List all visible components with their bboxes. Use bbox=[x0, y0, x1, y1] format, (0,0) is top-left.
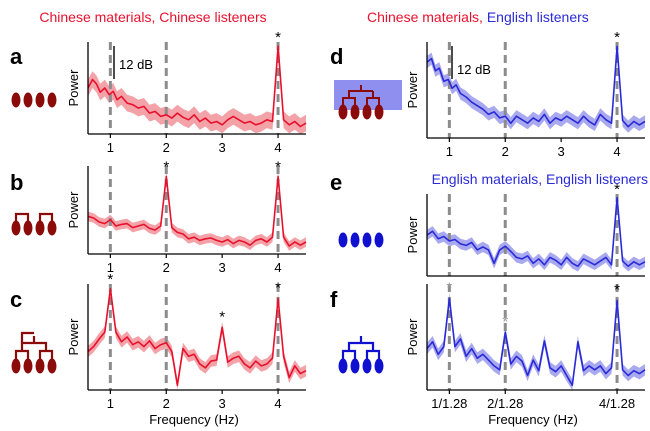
x-tick-label-a: 1 bbox=[107, 140, 114, 155]
significance-star-b: * bbox=[275, 159, 281, 176]
significance-star-c: * bbox=[219, 309, 225, 326]
x-tick-label-a: 3 bbox=[219, 140, 226, 155]
scale-bar-label-a: 12 dB bbox=[119, 57, 153, 72]
panel-letter-c: c bbox=[10, 287, 22, 312]
header-right: Chinese materials, English listeners bbox=[367, 9, 589, 25]
x-tick-label-d: 1 bbox=[446, 144, 453, 159]
band-c bbox=[88, 284, 306, 390]
significance-star-c: * bbox=[275, 280, 281, 297]
significance-star-f: * bbox=[614, 282, 620, 299]
x-tick-label-b: 4 bbox=[274, 260, 281, 275]
scale-bar-label-d: 12 dB bbox=[457, 62, 491, 77]
x-tick-label-b: 1 bbox=[107, 260, 114, 275]
panel-letter-f: f bbox=[330, 287, 338, 312]
panel-b: 1 2 3 4 Power * * bbox=[66, 159, 307, 275]
x-tick-label-c: 3 bbox=[219, 396, 226, 411]
panel-letter-e: e bbox=[330, 170, 342, 195]
significance-star-c: * bbox=[107, 271, 113, 288]
y-axis-label-c: Power bbox=[66, 318, 81, 356]
four-syllables-icon bbox=[11, 92, 57, 108]
x-tick-label-c: 2 bbox=[163, 396, 170, 411]
y-axis-label-f: Power bbox=[405, 318, 420, 356]
band-a bbox=[88, 42, 306, 134]
x-tick-label-b: 3 bbox=[219, 260, 226, 275]
header-right-part2: English listeners bbox=[487, 9, 589, 25]
band-b bbox=[88, 171, 306, 251]
panel-d: 1 2 3 4 Power * bbox=[405, 29, 646, 159]
band-e bbox=[427, 194, 645, 272]
significance-star-f: * bbox=[502, 313, 508, 330]
y-axis-label-e: Power bbox=[405, 216, 420, 254]
band-d bbox=[427, 42, 645, 133]
band-f bbox=[427, 292, 645, 390]
y-axis-label-b: Power bbox=[66, 191, 81, 229]
sentence-tree-icon bbox=[11, 331, 57, 374]
two-word-pairs-icon bbox=[11, 212, 57, 236]
significance-star-f: * bbox=[446, 280, 452, 297]
significance-star-a: * bbox=[275, 29, 281, 46]
series-line-e bbox=[426, 196, 646, 268]
x-tick-label-f: 1/1.28 bbox=[431, 396, 467, 411]
x-tick-label-a: 2 bbox=[163, 140, 170, 155]
series-line-c bbox=[87, 287, 307, 387]
header-left: Chinese materials, Chinese listeners bbox=[39, 9, 266, 25]
panel-a: 1 2 3 4 Power * bbox=[66, 29, 307, 155]
series-line-b bbox=[87, 175, 307, 247]
panel-f: 1/1.28 2/1.28 4/1.28 Power * * * bbox=[405, 280, 646, 411]
significance-star-b: * bbox=[163, 159, 169, 176]
y-axis-label-d: Power bbox=[405, 71, 420, 109]
series-line-f bbox=[426, 297, 646, 387]
series-line-d bbox=[426, 45, 646, 128]
xlabel-right: Frequency (Hz) bbox=[488, 412, 578, 427]
scale-bar-a: 12 dB bbox=[113, 46, 153, 79]
xlabel-left: Frequency (Hz) bbox=[149, 412, 239, 427]
x-tick-label-d: 3 bbox=[558, 144, 565, 159]
significance-star-e: * bbox=[614, 181, 620, 198]
sentence-tree-blue-icon bbox=[338, 336, 384, 374]
x-tick-label-a: 4 bbox=[274, 140, 281, 155]
x-tick-label-d: 2 bbox=[502, 144, 509, 159]
x-tick-label-f: 2/1.28 bbox=[487, 396, 523, 411]
x-tick-label-f: 4/1.28 bbox=[599, 396, 635, 411]
scale-bar-d: 12 dB bbox=[451, 46, 491, 79]
x-tick-label-b: 2 bbox=[163, 260, 170, 275]
x-tick-label-d: 4 bbox=[613, 144, 620, 159]
x-tick-label-c: 4 bbox=[274, 396, 281, 411]
significance-star-d: * bbox=[614, 29, 620, 46]
panel-c: 1 2 3 4 Power * * * bbox=[66, 271, 307, 411]
header-e: English materials, English listeners bbox=[432, 171, 648, 187]
panel-e: Power * bbox=[405, 181, 646, 277]
sentence-tree-boxed-icon bbox=[334, 80, 402, 120]
header-right-part1: Chinese materials, bbox=[367, 9, 487, 25]
panel-letter-a: a bbox=[10, 44, 23, 69]
panel-letter-d: d bbox=[330, 44, 343, 69]
x-tick-label-c: 1 bbox=[107, 396, 114, 411]
panel-letter-b: b bbox=[10, 170, 23, 195]
y-axis-label-a: Power bbox=[66, 69, 81, 107]
series-line-a bbox=[87, 45, 307, 128]
four-syllables-blue-icon bbox=[338, 232, 384, 248]
